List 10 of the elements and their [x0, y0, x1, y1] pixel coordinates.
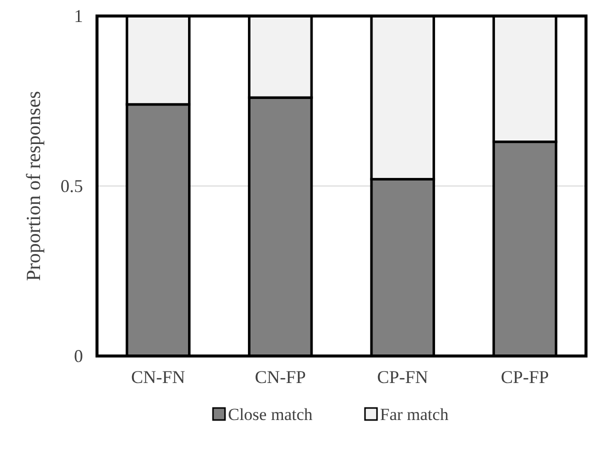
- legend-label: Far match: [380, 405, 449, 424]
- x-tick-label: CP-FP: [500, 366, 549, 387]
- y-axis-title: Proportion of responses: [23, 90, 45, 281]
- legend-label: Close match: [228, 405, 314, 424]
- y-tick-label: 1: [74, 6, 83, 26]
- y-tick-label: 0.5: [60, 176, 83, 196]
- x-tick-label: CP-FN: [377, 366, 428, 387]
- x-tick-label: CN-FP: [254, 366, 306, 387]
- x-tick-label: CN-FN: [131, 366, 186, 387]
- y-tick-label: 0: [74, 346, 83, 366]
